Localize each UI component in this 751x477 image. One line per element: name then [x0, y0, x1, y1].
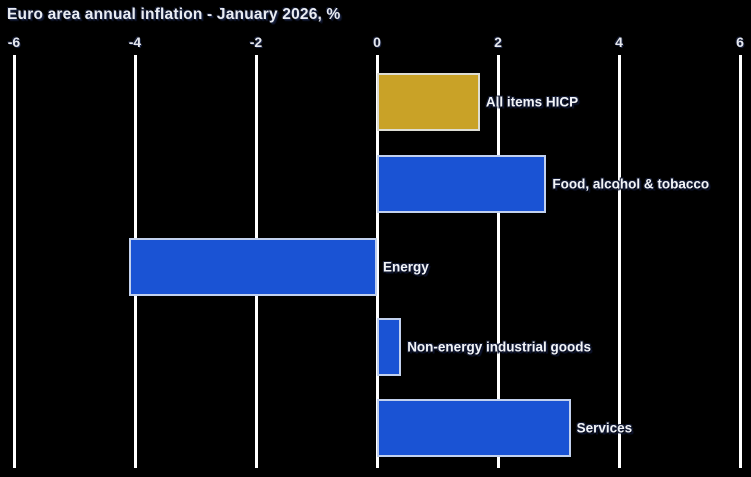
x-tick-label-4: 4 — [615, 34, 623, 50]
x-tick-label-0: 0 — [373, 34, 381, 50]
bar-label: Non-energy industrial goods — [407, 339, 591, 355]
bar-all-items-hicp — [377, 73, 480, 131]
x-tick-label--2: -2 — [249, 34, 263, 50]
bar-services — [377, 399, 571, 457]
x-tick-label--6: -6 — [7, 34, 21, 50]
bar-label: Food, alcohol & tobacco — [552, 176, 710, 192]
x-tick-label-2: 2 — [494, 34, 502, 50]
bar-food-alcohol-tobacco — [377, 155, 547, 213]
gridline-x-2 — [496, 55, 500, 468]
bar-label: Energy — [383, 259, 429, 275]
gridline-x-6 — [738, 55, 742, 468]
bar-energy — [128, 238, 377, 296]
gridline-x-0 — [375, 55, 379, 468]
bar-label: All items HICP — [485, 94, 579, 110]
x-tick-label--4: -4 — [128, 34, 142, 50]
chart-title: Euro area annual inflation - January 202… — [7, 6, 341, 23]
gridline-x--6 — [12, 55, 16, 468]
x-tick-label-6: 6 — [736, 34, 744, 50]
bar-label: Services — [576, 420, 633, 436]
bar-non-energy-industrial-goods — [377, 318, 402, 376]
gridline-x-4 — [617, 55, 621, 468]
